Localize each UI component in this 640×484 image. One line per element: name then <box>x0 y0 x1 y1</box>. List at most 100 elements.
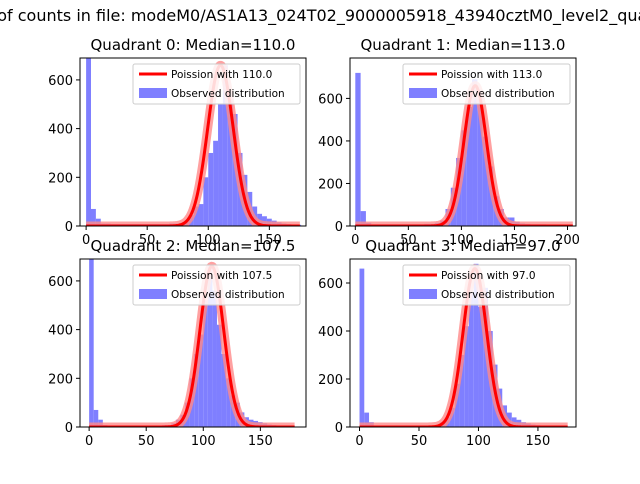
quadrant-2-histogram-bar <box>203 300 208 427</box>
quadrant-3-histogram-bar <box>359 268 365 427</box>
quadrant-1-histogram-bar <box>461 130 467 226</box>
quadrant-1-x-tick-label: 100 <box>449 233 474 248</box>
quadrant-0-histogram-bar <box>90 208 96 226</box>
quadrant-0-histogram-bar <box>222 65 228 226</box>
quadrant-3-y-tick-label: 200 <box>318 373 343 388</box>
quadrant-0-axes-frame <box>79 57 307 227</box>
quadrant-3-histogram-bar <box>478 307 484 427</box>
quadrant-0-x-tick-label: 150 <box>257 233 282 248</box>
quadrant-1-title: Quadrant 1: Median=113.0 <box>361 36 566 54</box>
quadrant-3-legend-label-observed: Observed distribution <box>441 289 555 301</box>
quadrant-0-axes: 0 50 100 150 0 200 400 600 Quadrant 0: Median=11… <box>48 36 307 248</box>
quadrant-3-legend-bar-swatch <box>409 289 437 299</box>
quadrant-2-legend-box <box>132 264 301 306</box>
quadrant-3-legend-box <box>402 264 571 306</box>
quadrant-0-histogram-bar <box>198 204 204 226</box>
quadrant-0-x-tick-label: 50 <box>139 233 156 248</box>
quadrant-0-histogram-bar <box>227 99 233 226</box>
quadrant-0-histogram-bar <box>208 152 214 226</box>
quadrant-0-legend-box <box>132 63 301 105</box>
quadrant-2-x-tick-label: 50 <box>138 434 155 449</box>
quadrant-3-y-tick-label: 0 <box>335 421 343 436</box>
quadrant-1-plot-area <box>351 72 576 226</box>
quadrant-0-title: Quadrant 0: Median=110.0 <box>91 36 296 54</box>
quadrant-2-legend-label-poisson: Poission with 107.5 <box>171 270 272 282</box>
quadrant-3-x-tick-label: 50 <box>411 434 428 449</box>
quadrant-1-y-tick-label: 200 <box>318 177 343 192</box>
quadrant-0-histogram-bar <box>203 177 209 226</box>
quadrant-2-y-tick-label: 600 <box>48 275 73 290</box>
quadrant-2-histogram-bar <box>221 353 227 427</box>
quadrant-3-x-tick-label: 150 <box>526 434 551 449</box>
quadrant-1-histogram-bar <box>355 72 361 226</box>
quadrant-1-axes: 0 50 100 150 200 0 200 400 600 Quadrant 1: Median… <box>318 36 580 248</box>
quadrant-0-legend-label-observed: Observed distribution <box>171 88 285 100</box>
quadrant-1-y-tick-label: 0 <box>335 220 343 235</box>
quadrant-3-title: Quadrant 3: Median=97.0 <box>365 237 560 255</box>
quadrant-0-legend-label-poisson: Poission with 110.0 <box>171 69 272 81</box>
quadrant-2-histogram-bar <box>226 378 231 427</box>
quadrant-2-x-tick-label: 150 <box>248 434 273 449</box>
quadrant-1-y-tick-label: 400 <box>318 135 343 150</box>
quadrant-3-histogram-bar <box>454 383 460 427</box>
quadrant-3-histogram-bar <box>364 412 370 427</box>
quadrant-2-y-tick-label: 400 <box>48 324 73 339</box>
quadrant-1-x-tick-label: 150 <box>502 233 527 248</box>
quadrant-2-x-tick-label: 0 <box>85 434 93 449</box>
quadrant-3-x-tick-label: 100 <box>466 434 491 449</box>
quadrant-1-histogram-bar <box>472 79 478 226</box>
quadrant-1-legend-label-observed: Observed distribution <box>441 88 555 100</box>
quadrant-2-y-tick-label: 200 <box>48 372 73 387</box>
quadrant-3-poisson-curve <box>358 267 569 427</box>
quadrant-1-y-tick-label: 600 <box>318 92 343 107</box>
quadrant-3-y-tick-label: 400 <box>318 325 343 340</box>
quadrant-3-histogram-bar <box>449 407 455 427</box>
quadrant-1-legend-box <box>402 63 571 105</box>
quadrant-0-x-tick-label: 100 <box>196 233 221 248</box>
quadrant-3-x-tick-label: 0 <box>355 434 363 449</box>
quadrant-0-histogram-bar <box>193 206 199 226</box>
quadrant-1-x-tick-label: 200 <box>555 233 580 248</box>
quadrant-3-histogram-bar <box>464 326 469 427</box>
quadrant-3-histogram-bar <box>459 355 465 427</box>
quadrant-2-legend-label-observed: Observed distribution <box>171 289 285 301</box>
quadrant-3-histogram-bar <box>468 292 474 427</box>
quadrant-1-histogram-bar <box>466 106 473 226</box>
quadrant-3-y-tick-label: 600 <box>318 277 343 292</box>
quadrant-0-y-tick-label: 0 <box>65 220 73 235</box>
quadrant-1-legend-label-poisson: Poission with 113.0 <box>441 69 542 81</box>
quadrant-2-axes: 0 50 100 150 0 200 400 600 Quadrant 2: Median=10… <box>48 237 307 449</box>
quadrant-1-histogram-bar <box>477 98 483 226</box>
quadrant-0-y-tick-label: 400 <box>48 123 73 138</box>
quadrant-2-histogram-bar <box>216 324 222 427</box>
quadrant-0-x-tick-label: 0 <box>82 233 90 248</box>
quadrant-3-plot-area <box>355 263 572 427</box>
quadrant-0-histogram-bar <box>213 140 219 226</box>
quadrant-2-histogram-bar <box>89 259 94 427</box>
quadrant-2-title: Quadrant 2: Median=107.5 <box>91 237 296 255</box>
quadrant-2-y-tick-label: 0 <box>65 421 73 436</box>
quadrant-2-histogram-bar <box>93 409 99 427</box>
quadrant-2-histogram-bar <box>212 290 217 427</box>
quadrant-0-legend-bar-swatch <box>139 88 167 98</box>
quadrant-3-axes: 0 50 100 150 0 200 400 600 Quadrant 3: Median=97… <box>318 237 577 449</box>
quadrant-1-histogram-bar <box>360 211 366 226</box>
quadrant-1-x-tick-label: 0 <box>351 233 359 248</box>
quadrant-2-x-tick-label: 100 <box>191 434 216 449</box>
quadrant-2-axes-frame <box>79 258 307 428</box>
quadrant-1-poisson-curve <box>354 84 574 226</box>
figure-suptitle: Histograms of counts in file: modeM0/AS1… <box>0 6 640 25</box>
quadrant-0-y-tick-label: 600 <box>48 74 73 89</box>
quadrant-2-legend-bar-swatch <box>139 289 167 299</box>
quadrant-2-histogram-bar <box>198 334 204 427</box>
quadrant-3-legend-label-poisson: Poission with 97.0 <box>441 270 536 282</box>
quadrant-0-y-tick-label: 200 <box>48 171 73 186</box>
quadrant-2-histogram-bar <box>194 353 199 427</box>
quadrant-3-axes-frame <box>349 258 577 428</box>
figure-suptitle-container: Histograms of counts in file: modeM0/AS1… <box>0 0 640 30</box>
quadrant-1-x-tick-label: 50 <box>400 233 417 248</box>
quadrant-3-histogram-bar <box>473 263 479 427</box>
quadrant-0-histogram-bar <box>86 58 91 226</box>
